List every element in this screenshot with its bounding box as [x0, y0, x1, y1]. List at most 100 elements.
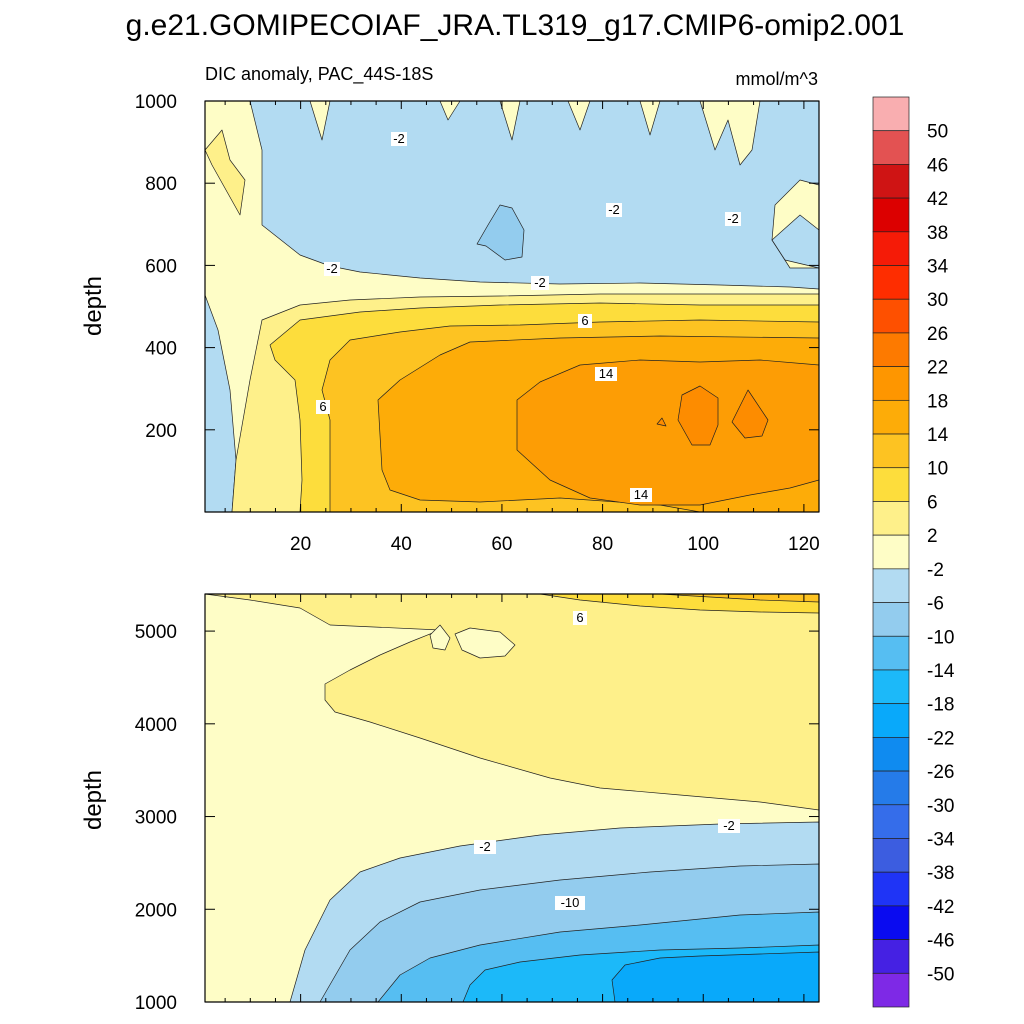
colorbar-swatch: [872, 265, 910, 300]
bottom-panel: 6 -2 -2 -10 1000 2000 3000 4000 5000 depth: [80, 593, 820, 1014]
colorbar-swatch: [872, 568, 910, 603]
colorbar-label: -38: [927, 863, 954, 884]
colorbar-swatch: [872, 737, 910, 772]
top-y-tick-label: 400: [145, 339, 177, 360]
top-x-tick-label: 20: [290, 534, 311, 555]
colorbar-label: 26: [927, 324, 948, 345]
top-y-tick-label: 1000: [135, 92, 177, 113]
top-contour-label-4: -2: [324, 261, 340, 276]
svg-text:14: 14: [599, 366, 613, 381]
svg-text:6: 6: [319, 399, 326, 414]
colorbar-swatch: [872, 130, 910, 165]
colorbar-label: 18: [927, 391, 948, 412]
colorbar-label: -2: [927, 560, 944, 581]
top-subtitle-left: DIC anomaly, PAC_44S-18S: [205, 64, 433, 85]
top-x-tick-label: 120: [788, 534, 820, 555]
svg-text:6: 6: [576, 610, 583, 625]
top-contour-label-2: -2: [606, 202, 622, 217]
svg-text:-2: -2: [326, 261, 338, 276]
bottom-axes: 1000 2000 3000 4000 5000: [135, 594, 819, 1014]
bottom-y-tick-label: 1000: [135, 993, 177, 1014]
colorbar-label: 38: [927, 223, 948, 244]
colorbar: 50 46 42 38 34 30 26 22 18 14 10 6 2 -2 -6 -10 -14 -18 -22…: [872, 96, 955, 1008]
svg-text:-2: -2: [393, 131, 405, 146]
svg-text:-2: -2: [479, 839, 491, 854]
top-y-tick-label: 600: [145, 256, 177, 277]
colorbar-swatch: [872, 905, 910, 940]
colorbar-swatch: [872, 838, 910, 873]
colorbar-label: 46: [927, 155, 948, 176]
colorbar-label: 50: [927, 122, 948, 143]
top-subtitle-right: mmol/m^3: [736, 69, 818, 89]
colorbar-swatch: [872, 433, 910, 469]
colorbar-swatch: [872, 366, 910, 401]
colorbar-swatch: [872, 332, 910, 367]
colorbar-label: -50: [927, 964, 954, 985]
colorbar-swatch: [872, 703, 910, 738]
svg-text:-2: -2: [534, 275, 546, 290]
colorbar-label: -26: [927, 762, 954, 783]
top-x-tick-label: 80: [592, 534, 613, 555]
bottom-y-tick-label: 2000: [135, 900, 177, 921]
top-contour-label-3: -2: [725, 211, 741, 226]
bottom-contour-label-4: -10: [555, 895, 585, 910]
svg-text:-2: -2: [608, 202, 620, 217]
top-y-tick-label: 800: [145, 174, 177, 195]
colorbar-label: 6: [927, 492, 938, 513]
svg-text:-10: -10: [561, 895, 580, 910]
svg-text:-2: -2: [723, 818, 735, 833]
top-contour-label-5: -2: [531, 275, 549, 290]
colorbar-label: -14: [927, 661, 955, 682]
top-x-tick-label: 60: [491, 534, 512, 555]
colorbar-label: 14: [927, 425, 949, 446]
colorbar-swatch: [872, 602, 910, 637]
top-contour-label-1: -2: [391, 131, 407, 146]
colorbar-swatch: [872, 669, 910, 705]
colorbar-label: -34: [927, 829, 955, 850]
colorbar-label: 22: [927, 358, 948, 379]
colorbar-swatch: [872, 770, 910, 806]
colorbar-label: -42: [927, 897, 954, 918]
colorbar-label: 42: [927, 189, 948, 210]
bottom-y-tick-label: 5000: [135, 622, 177, 643]
colorbar-swatch: [872, 804, 910, 839]
colorbar-swatch: [872, 534, 910, 570]
colorbar-swatch: [872, 96, 910, 132]
bottom-contour-fill: [204, 593, 820, 1003]
top-contour-label-9: 14: [630, 487, 652, 502]
svg-text:14: 14: [634, 487, 648, 502]
colorbar-swatch: [872, 501, 910, 536]
top-contour-fill: [204, 100, 820, 513]
bottom-y-tick-label: 3000: [135, 808, 177, 829]
colorbar-label: -46: [927, 931, 954, 952]
colorbar-label: 10: [927, 459, 948, 480]
top-y-axis-label: depth: [80, 276, 107, 336]
colorbar-swatch: [872, 164, 910, 199]
colorbar-swatch: [872, 197, 910, 233]
top-contour-labels: -2 -2 -2 -2 -2 6: [316, 131, 741, 502]
colorbar-label: -10: [927, 627, 954, 648]
chart-title: g.e21.GOMIPECOIAF_JRA.TL319_g17.CMIP6-om…: [126, 9, 905, 42]
colorbar-label: -6: [927, 594, 944, 615]
colorbar-swatch: [872, 399, 910, 435]
colorbar-label: -30: [927, 796, 954, 817]
bottom-contour-labels: 6 -2 -2 -10: [474, 610, 740, 910]
top-contour-label-6: 6: [578, 313, 592, 328]
top-axes: 20 40 60 80 100 120 200 400 600 800 1000: [135, 92, 820, 555]
top-contour-label-7: 14: [595, 366, 617, 381]
colorbar-swatch: [872, 972, 910, 1008]
top-x-tick-label: 40: [391, 534, 412, 555]
colorbar-swatch: [872, 871, 910, 907]
bottom-contour-label-3: -2: [718, 818, 740, 833]
top-x-tick-label: 100: [687, 534, 719, 555]
colorbar-swatch: [872, 635, 910, 671]
svg-text:6: 6: [581, 313, 588, 328]
colorbar-label: -18: [927, 695, 954, 716]
colorbar-label: 34: [927, 257, 949, 278]
colorbar-label: 30: [927, 290, 948, 311]
bottom-contour-label-2: -2: [474, 839, 496, 854]
bottom-contour-label-1: 6: [573, 610, 587, 625]
colorbar-swatch: [872, 231, 910, 266]
top-y-tick-label: 200: [145, 421, 177, 442]
